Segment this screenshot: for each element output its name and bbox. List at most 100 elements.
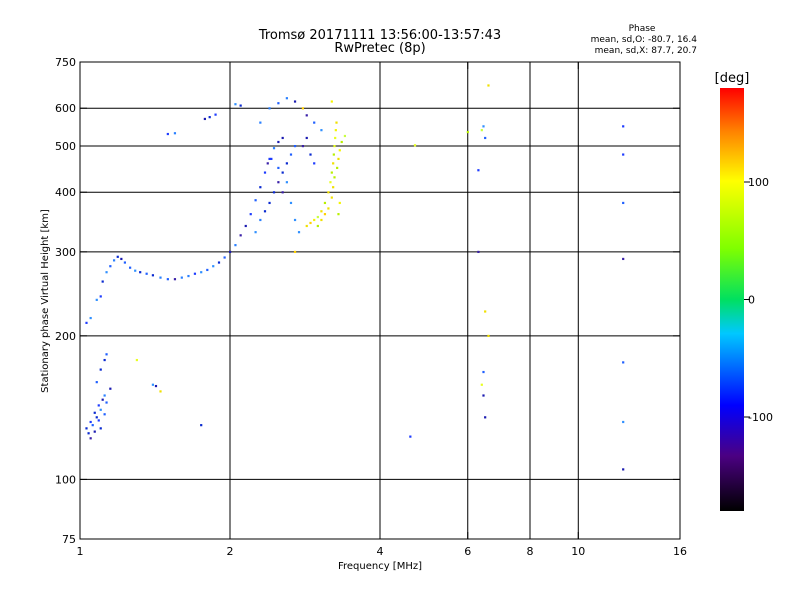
- data-point: [166, 132, 169, 136]
- data-point: [180, 276, 183, 279]
- data-point: [103, 358, 106, 362]
- data-point: [95, 381, 98, 384]
- data-point: [487, 84, 490, 87]
- data-point: [281, 171, 284, 174]
- data-point: [335, 121, 338, 124]
- data-point: [103, 413, 106, 416]
- data-point: [277, 181, 280, 184]
- data-point: [139, 271, 142, 274]
- data-point: [229, 250, 232, 254]
- colorbar-tick-label: -100: [748, 411, 773, 424]
- data-point: [466, 130, 469, 134]
- data-point: [89, 437, 92, 440]
- y-tick-label: 300: [55, 246, 76, 259]
- data-point: [622, 125, 625, 128]
- phase-heading: Phase: [629, 24, 656, 34]
- data-point: [289, 201, 293, 205]
- data-point: [212, 265, 215, 268]
- data-point: [293, 100, 297, 103]
- data-point: [105, 271, 108, 274]
- data-point: [239, 104, 242, 107]
- data-point: [622, 153, 625, 156]
- data-point: [332, 153, 335, 156]
- data-point: [330, 196, 333, 199]
- data-point: [116, 255, 119, 258]
- data-point: [91, 424, 94, 427]
- data-point: [217, 261, 221, 264]
- data-point: [263, 171, 267, 174]
- y-tick-label: 500: [55, 140, 76, 153]
- chart-subtitle: RwPretec (8p): [334, 41, 425, 56]
- data-point: [323, 213, 327, 216]
- data-point: [193, 272, 197, 275]
- data-point: [327, 207, 330, 210]
- data-point: [293, 250, 297, 254]
- data-point: [266, 162, 269, 165]
- x-tick-label: 1: [77, 545, 84, 558]
- y-tick-label: 750: [55, 56, 76, 69]
- data-point: [622, 201, 625, 205]
- data-point: [320, 129, 323, 132]
- colorbar: [720, 88, 744, 511]
- data-point: [332, 162, 335, 165]
- data-point: [272, 147, 276, 150]
- data-point: [277, 102, 280, 105]
- phase-line-o: mean, sd,O: -80.7, 16.4: [591, 35, 698, 45]
- data-point: [338, 201, 341, 205]
- data-point: [109, 387, 112, 390]
- data-point: [97, 419, 100, 422]
- data-point: [89, 316, 92, 320]
- data-point: [263, 210, 267, 213]
- data-point: [151, 274, 155, 277]
- data-point: [622, 468, 625, 471]
- data-point: [270, 157, 273, 161]
- data-point: [316, 215, 319, 219]
- data-point: [293, 218, 297, 222]
- data-point: [95, 416, 98, 419]
- data-point: [151, 383, 155, 386]
- data-point: [214, 113, 217, 116]
- data-point: [166, 278, 169, 281]
- data-point: [173, 278, 177, 281]
- colorbar-tick-label: 0: [748, 294, 755, 307]
- data-point: [101, 280, 104, 283]
- data-point: [338, 149, 341, 152]
- data-point: [622, 361, 625, 364]
- data-point: [477, 250, 480, 254]
- data-point: [223, 256, 226, 259]
- data-point: [272, 191, 276, 194]
- data-point: [330, 100, 333, 103]
- x-tick-label: 16: [673, 545, 687, 558]
- colorbar-ticks: 100 0 -100: [744, 176, 773, 424]
- data-point: [99, 408, 102, 411]
- data-point: [285, 97, 288, 100]
- data-point: [281, 136, 284, 140]
- data-point: [93, 430, 96, 433]
- data-point: [313, 162, 316, 165]
- data-point: [234, 244, 237, 247]
- data-point: [99, 427, 102, 430]
- data-point: [203, 117, 206, 121]
- data-point: [268, 157, 271, 161]
- data-point: [200, 424, 203, 427]
- data-point: [480, 383, 483, 386]
- data-point: [109, 265, 112, 268]
- data-point: [154, 384, 158, 388]
- data-point: [134, 269, 137, 272]
- data-point: [340, 140, 343, 144]
- data-point: [259, 218, 262, 222]
- data-point: [89, 420, 92, 424]
- data-point: [93, 411, 96, 414]
- data-point: [159, 390, 162, 393]
- data-point: [187, 274, 190, 278]
- data-point: [480, 129, 483, 132]
- data-point: [254, 199, 257, 202]
- data-point: [337, 157, 340, 161]
- data-point: [208, 116, 211, 119]
- data-point: [301, 144, 305, 148]
- data-point: [135, 358, 138, 362]
- data-point: [330, 171, 333, 174]
- data-point: [313, 218, 316, 222]
- data-point: [97, 404, 100, 407]
- data-point: [99, 295, 102, 298]
